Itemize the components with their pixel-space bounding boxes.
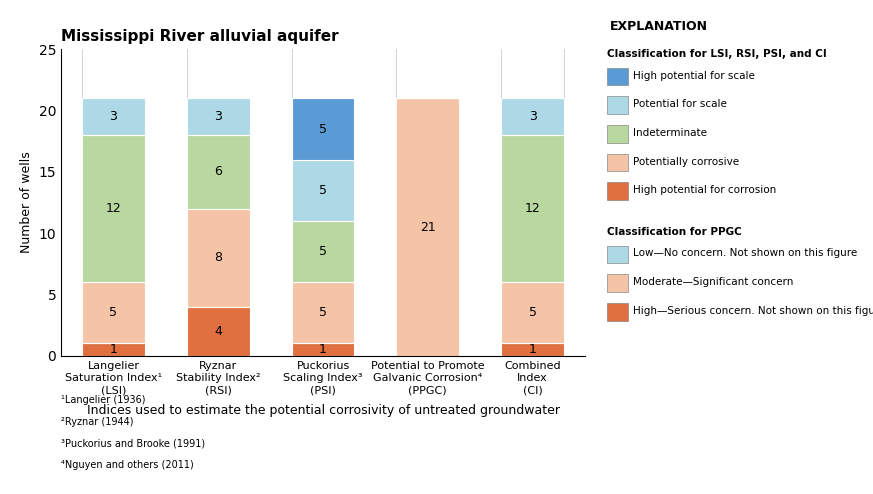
- Text: 1: 1: [109, 343, 118, 356]
- Bar: [501, 98, 564, 135]
- Bar: [82, 282, 145, 343]
- Text: Classification for PPGC: Classification for PPGC: [607, 227, 741, 237]
- Text: 12: 12: [525, 202, 540, 215]
- Text: High—Serious concern. Not shown on this figure: High—Serious concern. Not shown on this …: [633, 306, 873, 316]
- Text: Classification for LSI, RSI, PSI, and CI: Classification for LSI, RSI, PSI, and CI: [607, 49, 827, 59]
- Bar: [292, 160, 354, 221]
- Text: 5: 5: [319, 123, 327, 135]
- X-axis label: Indices used to estimate the potential corrosivity of untreated groundwater: Indices used to estimate the potential c…: [86, 404, 560, 416]
- Text: 8: 8: [214, 251, 223, 264]
- Text: 5: 5: [319, 184, 327, 197]
- Bar: [396, 98, 459, 356]
- Bar: [292, 282, 354, 343]
- Text: 1: 1: [528, 343, 537, 356]
- Text: Indeterminate: Indeterminate: [633, 128, 707, 138]
- Text: ¹Langelier (1936): ¹Langelier (1936): [61, 395, 146, 405]
- Bar: [292, 98, 354, 160]
- Text: 1: 1: [319, 343, 327, 356]
- Text: ³Puckorius and Brooke (1991): ³Puckorius and Brooke (1991): [61, 439, 205, 449]
- Text: Mississippi River alluvial aquifer: Mississippi River alluvial aquifer: [61, 29, 339, 44]
- Text: 3: 3: [528, 110, 537, 124]
- Text: High potential for corrosion: High potential for corrosion: [633, 185, 776, 195]
- Text: Low—No concern. Not shown on this figure: Low—No concern. Not shown on this figure: [633, 248, 857, 258]
- Bar: [501, 135, 564, 282]
- Text: 21: 21: [420, 220, 436, 234]
- Text: 5: 5: [319, 306, 327, 319]
- Text: Moderate—Significant concern: Moderate—Significant concern: [633, 277, 794, 287]
- Bar: [292, 343, 354, 356]
- Bar: [187, 135, 250, 208]
- Y-axis label: Number of wells: Number of wells: [20, 152, 33, 253]
- Bar: [501, 282, 564, 343]
- Text: 5: 5: [319, 245, 327, 258]
- Bar: [82, 135, 145, 282]
- Bar: [187, 98, 250, 135]
- Text: 5: 5: [528, 306, 537, 319]
- Text: 3: 3: [214, 110, 223, 124]
- Text: Potential for scale: Potential for scale: [633, 99, 727, 109]
- Text: 3: 3: [109, 110, 118, 124]
- Bar: [187, 307, 250, 356]
- Text: Potentially corrosive: Potentially corrosive: [633, 157, 739, 166]
- Text: 6: 6: [214, 165, 223, 178]
- Text: High potential for scale: High potential for scale: [633, 71, 755, 81]
- Text: 12: 12: [106, 202, 121, 215]
- Text: ²Ryznar (1944): ²Ryznar (1944): [61, 417, 134, 427]
- Text: ⁴Nguyen and others (2011): ⁴Nguyen and others (2011): [61, 460, 194, 470]
- Text: 4: 4: [214, 325, 223, 338]
- Bar: [187, 208, 250, 307]
- Bar: [292, 221, 354, 282]
- Bar: [82, 98, 145, 135]
- Bar: [82, 343, 145, 356]
- Text: 5: 5: [109, 306, 118, 319]
- Bar: [501, 343, 564, 356]
- Text: EXPLANATION: EXPLANATION: [610, 20, 708, 33]
